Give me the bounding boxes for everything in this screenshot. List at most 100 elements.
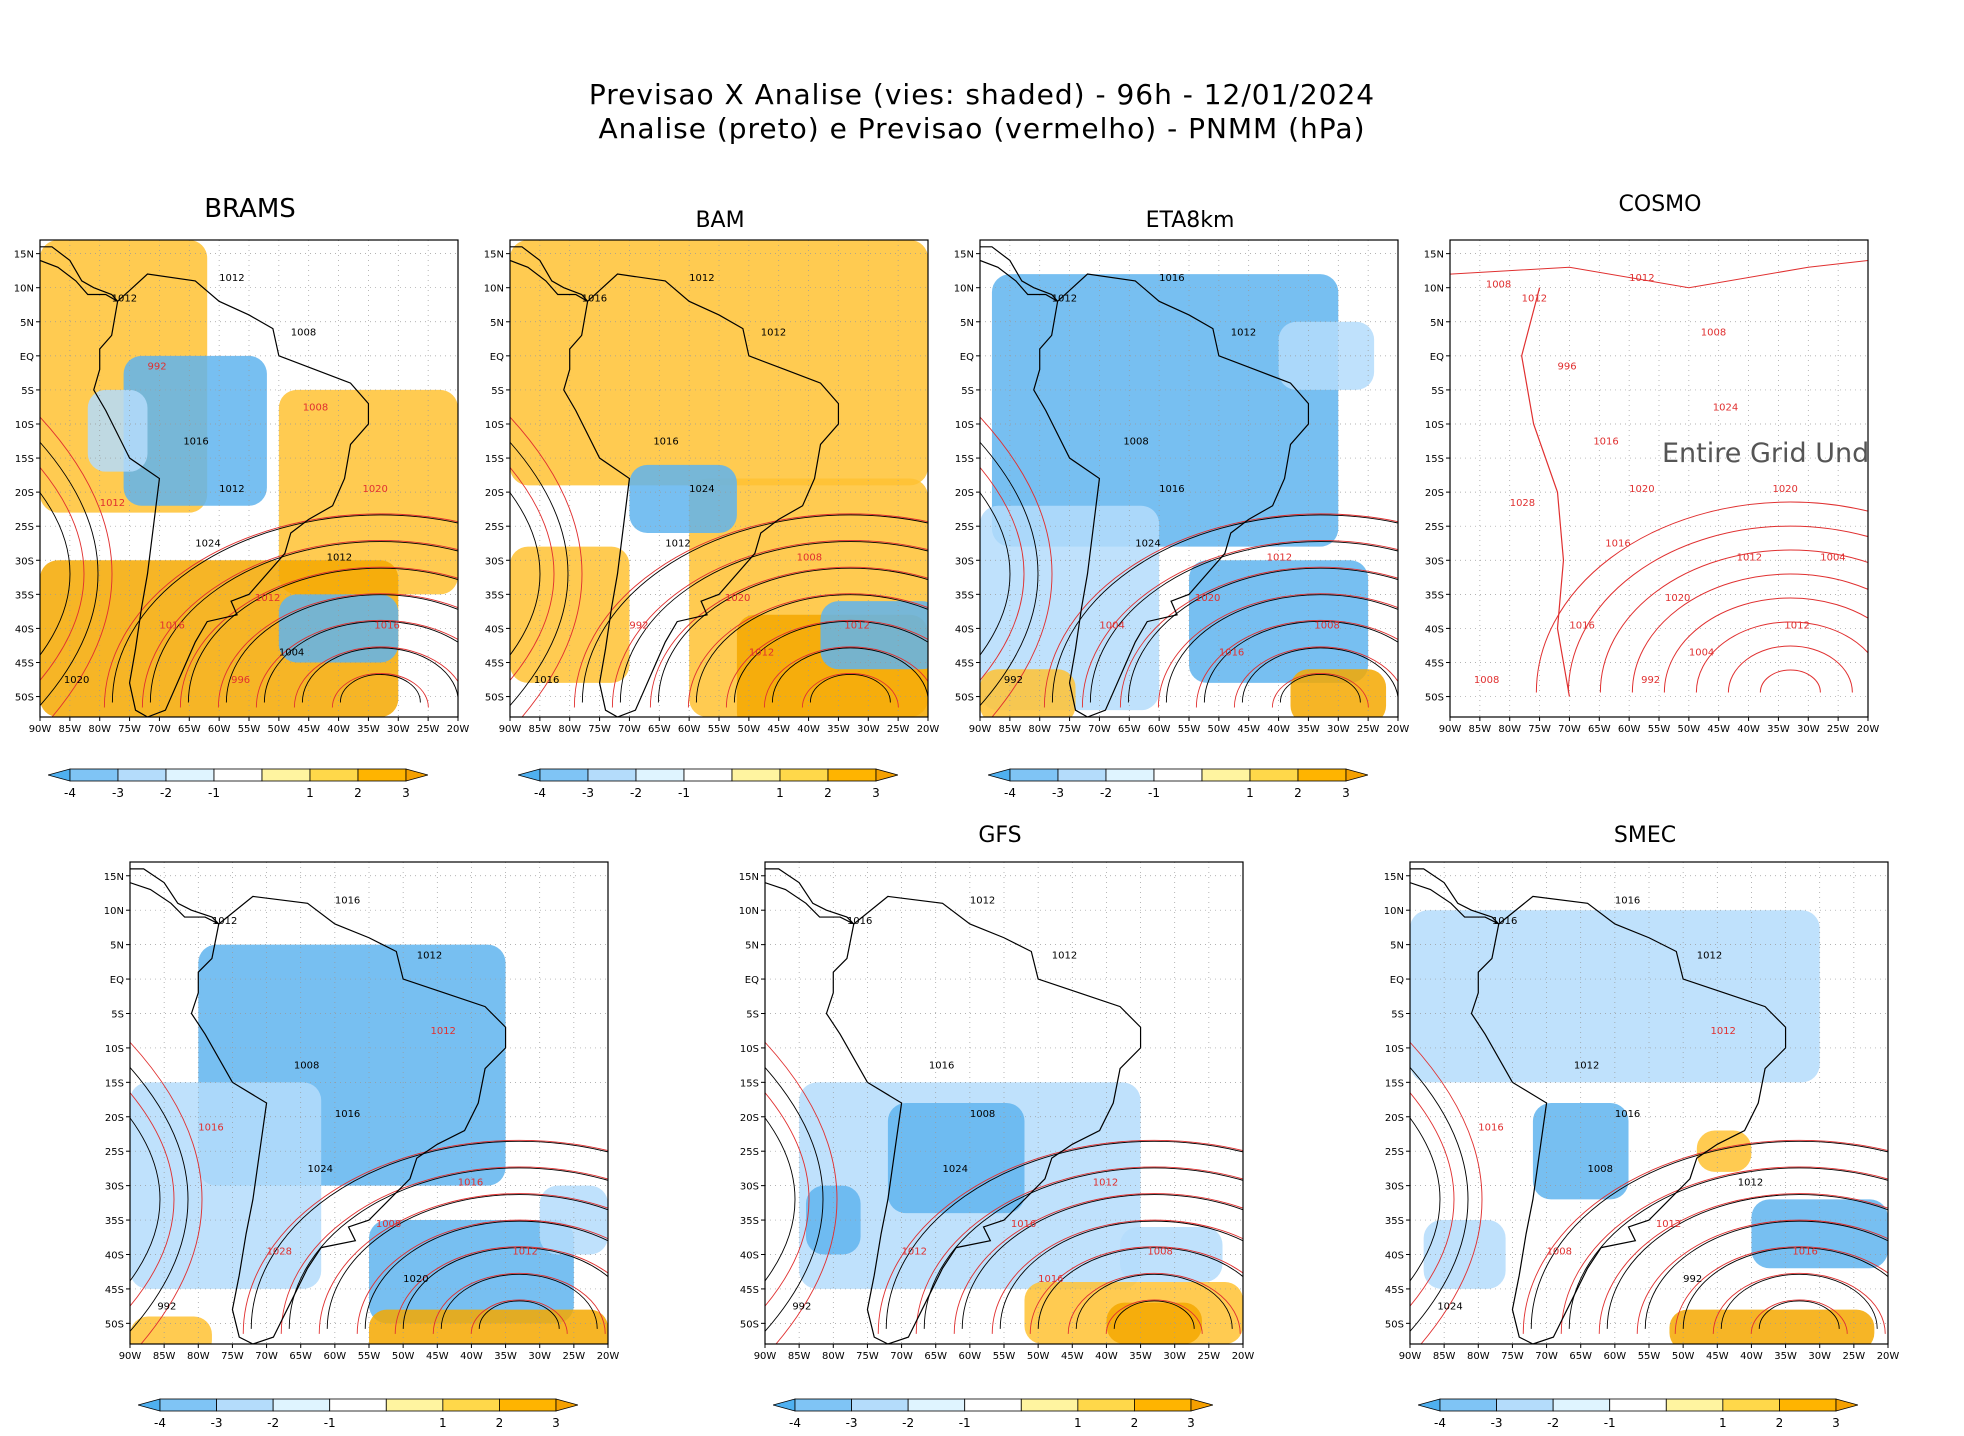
lon-tick-label: 25W <box>887 724 910 735</box>
colorbar-bin <box>1153 768 1203 782</box>
colorbar-bin <box>779 768 829 782</box>
colorbar-tick-label: -3 <box>112 786 124 800</box>
analysis-contour-label: 1016 <box>1159 484 1184 495</box>
lon-tick-label: 90W <box>754 1351 777 1362</box>
analysis-contour-label: 1008 <box>1123 436 1148 447</box>
lat-tick-label: 15S <box>485 454 504 465</box>
panel-title: SMEC <box>1613 823 1677 848</box>
lon-tick-label: 25W <box>563 1351 586 1362</box>
lat-tick-label: 35S <box>740 1216 759 1227</box>
lat-tick-label: EQ <box>745 975 759 986</box>
lat-tick-label: 50S <box>740 1319 759 1330</box>
analysis-contour-label: 1004 <box>279 648 304 659</box>
lat-tick-label: 5N <box>110 941 124 952</box>
forecast-contour-label: 1012 <box>1093 1178 1118 1189</box>
forecast-isobar <box>1674 1246 1888 1334</box>
colorbar-bin <box>1665 1398 1724 1412</box>
lon-tick-label: 65W <box>1569 1351 1592 1362</box>
pacific-isobar <box>130 1067 189 1332</box>
colorbar-bin <box>1297 768 1347 782</box>
lat-tick-label: 10N <box>739 906 759 917</box>
lon-tick-label: 80W <box>1467 1351 1490 1362</box>
south-america-coastline <box>93 273 370 717</box>
colorbar-bin <box>1134 1398 1192 1412</box>
forecast-isobar <box>1598 1193 1888 1334</box>
lon-tick-label: 75W <box>1528 724 1551 735</box>
lon-tick-label: 40W <box>327 724 350 735</box>
lat-tick-label: 45S <box>955 658 974 669</box>
panel-unnamed: 1012 1016 1012 1008 1016 1024 992 1020 1016 1012 1… <box>90 815 620 1436</box>
lat-tick-label: 45S <box>105 1285 124 1296</box>
colorbar-tick-label: -2 <box>160 786 172 800</box>
analysis-contour-label: 1012 <box>1697 950 1722 961</box>
forecast-contour-label: 1008 <box>1547 1246 1572 1257</box>
colorbar-bin <box>1077 1398 1135 1412</box>
lon-tick-label: 55W <box>238 724 261 735</box>
analysis-isobar <box>1089 541 1398 703</box>
forecast-isobar <box>953 1193 1243 1334</box>
forecast-isobar <box>1522 1139 1888 1334</box>
lat-tick-label: 5S <box>21 386 34 397</box>
pacific-isobar <box>980 416 1053 717</box>
analysis-isobar <box>1758 1300 1840 1329</box>
colorbar-bin <box>385 1398 444 1412</box>
lat-tick-label: EQ <box>960 352 974 363</box>
analysis-isobar <box>1606 1194 1888 1329</box>
colorbar-tick-label: 1 <box>439 1416 447 1430</box>
forecast-contour-label: 1012 <box>255 593 280 604</box>
bias-patch <box>1120 1226 1223 1283</box>
lon-tick-label: 85W <box>999 724 1022 735</box>
map-plot-area: 1012 1012 1008 1016 1020 1016 1008 1004 1012 1012… <box>1450 240 1868 717</box>
lon-tick-label: 35W <box>1767 724 1790 735</box>
lon-tick-label: 85W <box>59 724 82 735</box>
lon-tick-label: 65W <box>1118 724 1141 735</box>
pacific-isobar <box>980 441 1039 706</box>
lat-tick-label: 15N <box>1384 872 1404 883</box>
analysis-isobar <box>1720 1273 1878 1329</box>
analysis-contour-label: 1024 <box>1135 539 1160 550</box>
lat-tick-label: 5S <box>111 1009 124 1020</box>
lon-tick-label: 60W <box>1618 724 1641 735</box>
colorbar-tick-label: -3 <box>582 786 594 800</box>
colorbar-tick-label: -1 <box>678 786 690 800</box>
analysis-isobar <box>1037 1247 1243 1329</box>
analysis-contour-label: 1016 <box>582 293 607 304</box>
bias-patch <box>980 669 1076 717</box>
lon-tick-label: 45W <box>1061 1351 1084 1362</box>
analysis-isobar <box>961 1194 1243 1329</box>
lon-tick-label: 20W <box>1232 1351 1255 1362</box>
analysis-isobar <box>288 1167 608 1329</box>
colorbar-bin <box>216 1398 274 1412</box>
lon-tick-label: 75W <box>221 1351 244 1362</box>
lat-tick-label: 25S <box>15 522 34 533</box>
lat-tick-label: 5N <box>960 318 974 329</box>
map-plot-area: 1016 1016 1012 1012 1016 1008 1024 992 1012 1016 1… <box>1410 862 1888 1344</box>
colorbar-tick-label: -3 <box>1052 786 1064 800</box>
central-america-coastline <box>40 246 119 302</box>
analysis-contour-label: 1012 <box>1231 327 1256 338</box>
pacific-isobar <box>510 492 541 656</box>
colorbar: -4-3-2-11234 <box>138 1398 578 1430</box>
analysis-contour-label: 1012 <box>1052 293 1077 304</box>
forecast-isobar <box>217 593 458 708</box>
south-america-coastline <box>190 895 507 1344</box>
lon-tick-label: 25W <box>1357 724 1380 735</box>
lon-tick-label: 30W <box>1327 724 1350 735</box>
lon-tick-label: 60W <box>1604 1351 1627 1362</box>
forecast-contour-label: 1012 <box>1710 1026 1735 1037</box>
forecast-contour-label: 1024 <box>1713 402 1738 413</box>
bias-map: 1012 1016 1012 1008 1016 1024 992 1020 1016 1012 1… <box>104 861 619 1362</box>
colorbar-bin <box>1552 1398 1611 1412</box>
colorbar-bin <box>165 768 215 782</box>
forecast-contour-label: 1012 <box>844 620 869 631</box>
forecast-isobar <box>331 673 429 708</box>
analysis-contour-label: 992 <box>792 1302 811 1313</box>
forecast-contour-label: 1004 <box>1820 552 1845 563</box>
bias-patch <box>1669 1309 1875 1344</box>
analysis-contour-label: 1024 <box>689 484 714 495</box>
forecast-contour-label: 1016 <box>458 1178 483 1189</box>
lon-tick-label: 55W <box>1638 1351 1661 1362</box>
analysis-isobar <box>1241 647 1398 703</box>
lat-tick-label: 10S <box>1425 420 1444 431</box>
colorbar-bin <box>539 768 589 782</box>
